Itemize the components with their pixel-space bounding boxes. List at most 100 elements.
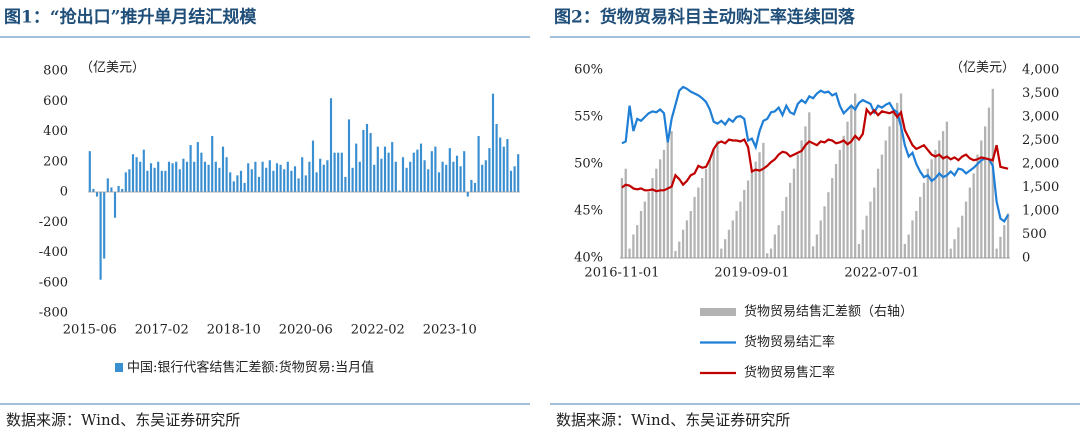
bar — [221, 146, 225, 192]
bar — [907, 234, 910, 258]
y2-tick-label: 500 — [1022, 227, 1047, 242]
bar — [106, 178, 109, 192]
bar — [481, 164, 484, 192]
y2-tick-label: 3,500 — [1022, 86, 1059, 101]
bar — [662, 149, 666, 258]
bar — [758, 152, 761, 258]
legend-label: 货物贸易结汇率 — [744, 334, 835, 350]
bar — [984, 126, 987, 259]
bar — [491, 93, 495, 192]
bar — [823, 206, 826, 258]
bar — [358, 161, 361, 192]
bar — [892, 112, 895, 258]
y2-tick-label: 1,000 — [1022, 204, 1059, 219]
bar — [811, 246, 815, 258]
bar — [632, 234, 635, 258]
bar — [322, 164, 325, 192]
bar — [275, 163, 279, 192]
bar — [470, 179, 473, 192]
bar — [351, 167, 354, 192]
bar — [620, 178, 624, 258]
bar — [720, 248, 723, 258]
bar — [211, 136, 214, 192]
bar — [293, 166, 297, 192]
bar — [441, 161, 444, 192]
bar — [376, 146, 379, 192]
bar — [160, 170, 163, 192]
bar — [964, 201, 968, 258]
bar — [286, 161, 289, 192]
bar — [103, 192, 106, 259]
bar — [636, 225, 639, 258]
bar — [842, 135, 845, 258]
bar — [247, 163, 250, 192]
bar — [157, 161, 160, 192]
bar — [419, 143, 423, 192]
bar — [846, 121, 849, 258]
bar — [261, 161, 264, 192]
bar — [95, 192, 99, 197]
bar — [182, 158, 185, 192]
bar — [896, 102, 899, 259]
x-tick-label: 2023-10 — [423, 323, 477, 338]
y2-tick-label: 1,500 — [1022, 180, 1059, 195]
bar — [409, 161, 412, 192]
x-tick-label: 2019-09-01 — [714, 266, 789, 281]
bar — [365, 123, 369, 192]
bar — [473, 182, 477, 192]
bar — [506, 139, 509, 192]
bar — [980, 140, 983, 258]
bar — [99, 192, 102, 280]
bar — [398, 190, 401, 192]
x-tick-label: 2016-11-01 — [584, 266, 659, 281]
bar — [135, 157, 138, 192]
bar — [427, 169, 430, 192]
x-tick-label: 2020-06 — [279, 323, 333, 338]
bar — [869, 201, 872, 258]
bar — [838, 149, 841, 258]
bar — [121, 188, 124, 192]
bar — [283, 169, 286, 192]
bar — [319, 158, 322, 192]
bar — [178, 169, 181, 192]
bar — [865, 215, 868, 258]
bar — [445, 164, 448, 192]
line — [621, 85, 1010, 223]
bar — [142, 149, 145, 192]
bar — [477, 136, 480, 192]
bar — [976, 154, 979, 258]
bar — [218, 167, 221, 192]
bar — [229, 172, 232, 192]
bar — [139, 161, 142, 192]
y2-tick-label: 0 — [1022, 251, 1030, 266]
x-tick-label: 2017-02 — [135, 323, 189, 338]
bar — [347, 119, 351, 192]
bar — [639, 211, 643, 258]
bar — [311, 140, 315, 192]
bar — [953, 239, 956, 258]
bar — [243, 182, 246, 192]
y-tick-label: 40% — [574, 251, 603, 266]
bar — [834, 164, 838, 258]
bar — [517, 154, 520, 192]
bar — [250, 169, 253, 192]
bar — [437, 172, 441, 192]
bar — [693, 196, 696, 258]
bar — [659, 159, 662, 258]
y-tick-label: 800 — [43, 64, 68, 79]
bar — [899, 93, 903, 258]
bar — [1003, 225, 1006, 258]
unit-label: （亿美元） — [80, 61, 145, 76]
bar — [999, 236, 1002, 258]
bar — [861, 229, 864, 258]
bar — [225, 157, 228, 192]
bar — [257, 176, 261, 192]
bar — [499, 137, 502, 192]
bar — [624, 168, 627, 258]
bar — [405, 167, 408, 192]
bar — [800, 140, 803, 258]
bar — [315, 172, 318, 192]
bar — [434, 146, 437, 192]
bar — [463, 151, 466, 192]
bar — [685, 220, 689, 258]
